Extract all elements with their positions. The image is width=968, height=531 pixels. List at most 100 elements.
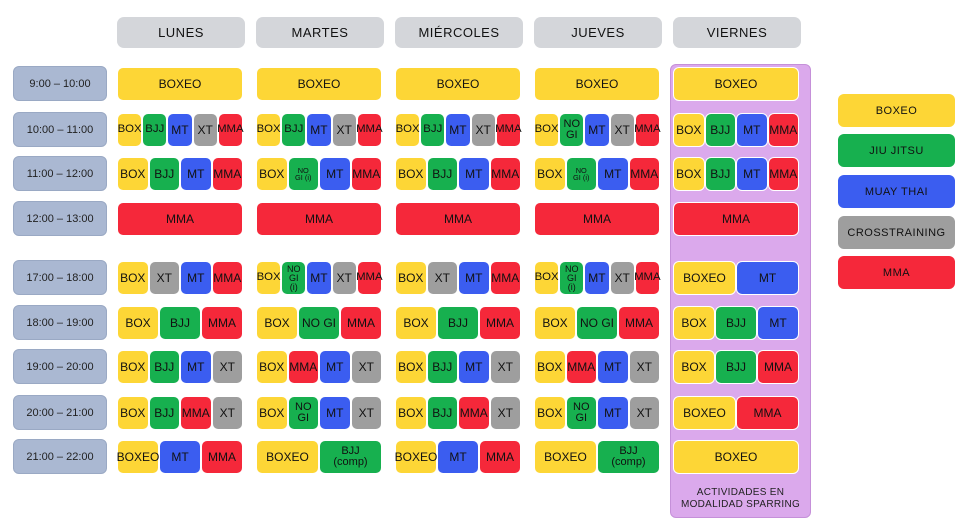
class-boxeo: BOX (117, 350, 149, 384)
class-xt: XT (211, 396, 243, 430)
class-mma: MMA (757, 350, 799, 384)
slot-day4-row5: BOX BJJ MT (673, 306, 799, 340)
class-boxeo: BOXEO (395, 440, 437, 474)
class-bjj: BJJ (148, 157, 180, 191)
class-mt: MT (757, 306, 799, 340)
legend-item-mt: MUAY THAI (838, 175, 955, 208)
class-boxeo: BOX (673, 157, 705, 191)
class-boxeo: BOXEO (117, 440, 159, 474)
class-boxeo: BOX (256, 157, 288, 191)
time-slot-2: 11:00 – 12:00 (13, 156, 107, 191)
slot-day3-row1: BOX NO GI MT XT MMA (534, 113, 661, 147)
time-slot-0: 9:00 – 10:00 (13, 66, 107, 101)
class-mma: MMA (256, 202, 382, 236)
class-mma: MMA (217, 113, 244, 147)
slot-day2-row5: BOX BJJ MMA (395, 306, 521, 340)
class-mma: MMA (479, 440, 521, 474)
class-bjj: BJJ (426, 157, 458, 191)
class-bjj: NO GI (i) (281, 261, 307, 295)
class-mma: MMA (767, 157, 799, 191)
class-boxeo: BOX (256, 350, 288, 384)
class-bjj: BJJ (426, 396, 458, 430)
slot-day0-row3: MMA (117, 202, 243, 236)
slot-day1-row4: BOX NO GI (i) MT XT MMA (256, 261, 383, 295)
day-header-4: VIERNES (673, 17, 801, 48)
day-header-0: LUNES (117, 17, 245, 48)
day-header-2: MIÉRCOLES (395, 17, 523, 48)
class-mt: MT (319, 396, 351, 430)
class-bjj: BJJ (715, 306, 757, 340)
legend-item-xt: CROSSTRAINING (838, 216, 955, 249)
class-boxeo: BOX (256, 261, 282, 295)
class-boxeo: BOX (256, 306, 298, 340)
slot-day0-row4: BOX XT MT MMA (117, 261, 243, 295)
class-mma: MMA (201, 440, 243, 474)
class-boxeo: BOX (256, 396, 288, 430)
slot-day3-row2: BOX NO GI (i) MT MMA (534, 157, 660, 191)
class-boxeo: BOX (534, 350, 566, 384)
class-boxeo: BOX (673, 113, 705, 147)
class-mt: MT (458, 157, 490, 191)
time-slot-3: 12:00 – 13:00 (13, 201, 107, 236)
class-boxeo: BOX (534, 396, 566, 430)
class-mma: MMA (489, 261, 521, 295)
class-mma: MMA (495, 113, 522, 147)
class-bjj: NO GI (298, 306, 340, 340)
time-slot-5: 18:00 – 19:00 (13, 305, 107, 340)
class-xt: XT (148, 261, 180, 295)
slot-day4-row3: MMA (673, 202, 799, 236)
class-boxeo: BOX (395, 396, 427, 430)
class-xt: XT (331, 261, 357, 295)
class-mt: MT (597, 350, 629, 384)
class-xt: XT (628, 350, 660, 384)
class-boxeo: BOXEO (395, 67, 521, 101)
class-boxeo: BOX (534, 113, 560, 147)
class-mma: MMA (350, 157, 382, 191)
slot-day3-row6: BOX MMA MT XT (534, 350, 660, 384)
class-bjj: BJJ (comp) (319, 440, 382, 474)
class-mma: MMA (634, 261, 661, 295)
class-mma: MMA (618, 306, 660, 340)
class-boxeo: BOXEO (673, 396, 736, 430)
class-boxeo: BOX (395, 157, 427, 191)
class-xt: XT (331, 113, 357, 147)
class-mma: MMA (211, 261, 243, 295)
slot-day1-row2: BOX NO GI (i) MT MMA (256, 157, 382, 191)
class-boxeo: BOXEO (534, 67, 660, 101)
class-mt: MT (584, 113, 610, 147)
slot-day2-row3: MMA (395, 202, 521, 236)
class-bjj: BJJ (142, 113, 168, 147)
class-mma: MMA (736, 396, 799, 430)
class-mma: MMA (673, 202, 799, 236)
class-boxeo: BOXEO (673, 261, 736, 295)
class-xt: XT (470, 113, 496, 147)
sparring-note: ACTIVIDADES EN MODALIDAD SPARRING (680, 487, 801, 510)
class-mma: MMA (117, 202, 243, 236)
slot-day0-row6: BOX BJJ MT XT (117, 350, 243, 384)
slot-day0-row8: BOXEO MT MMA (117, 440, 243, 474)
slot-day0-row1: BOX BJJ MT XT MMA (117, 113, 244, 147)
slot-day2-row0: BOXEO (395, 67, 521, 101)
slot-day1-row5: BOX NO GI MMA (256, 306, 382, 340)
class-mma: MMA (489, 157, 521, 191)
slot-day4-row7: BOXEO MMA (673, 396, 799, 430)
class-mma: MMA (479, 306, 521, 340)
class-bjj: NO GI (i) (287, 157, 319, 191)
class-bjj: BJJ (426, 350, 458, 384)
slot-day4-row1: BOX BJJ MT MMA (673, 113, 799, 147)
slot-day3-row7: BOX NO GI MT XT (534, 396, 660, 430)
class-xt: XT (192, 113, 218, 147)
slot-day1-row6: BOX MMA MT XT (256, 350, 382, 384)
class-mt: MT (597, 157, 629, 191)
class-mt: MT (180, 350, 212, 384)
class-bjj: BJJ (437, 306, 479, 340)
class-mt: MT (458, 350, 490, 384)
slot-day3-row0: BOXEO (534, 67, 660, 101)
slot-day3-row8: BOXEO BJJ (comp) (534, 440, 660, 474)
class-mt: MT (319, 350, 351, 384)
slot-day1-row1: BOX BJJ MT XT MMA (256, 113, 383, 147)
class-mt: MT (736, 113, 768, 147)
class-xt: XT (628, 396, 660, 430)
class-mma: MMA (565, 350, 597, 384)
class-mma: MMA (201, 306, 243, 340)
